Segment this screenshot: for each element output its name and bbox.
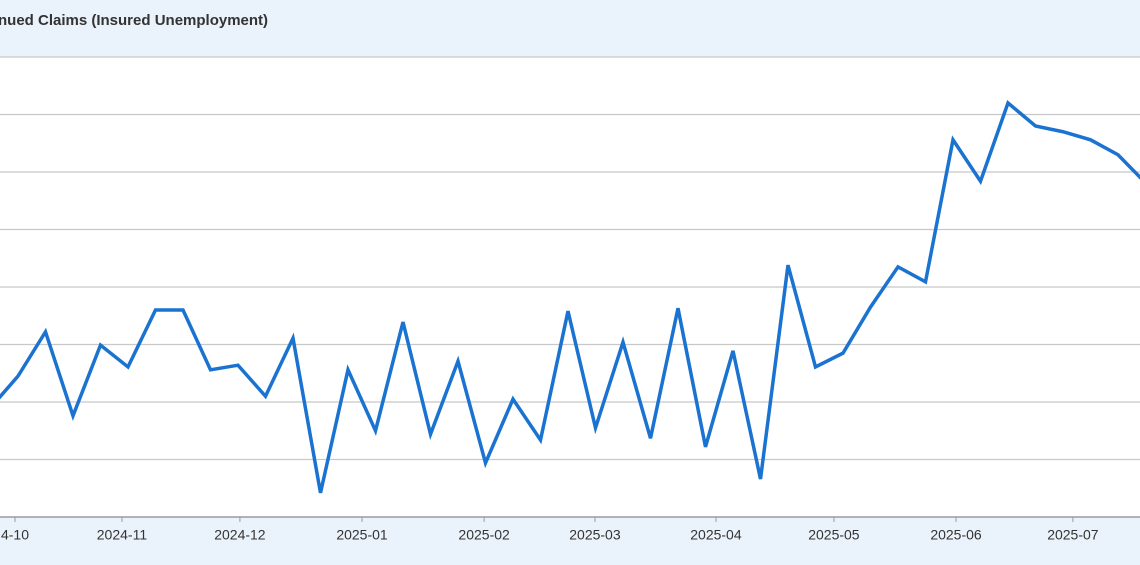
x-tick-label: 2024-12 bbox=[214, 527, 266, 543]
plot-layer bbox=[0, 100, 1140, 494]
x-tick-label: 2025-07 bbox=[1047, 527, 1099, 543]
data-line bbox=[0, 100, 1140, 494]
x-tick-label: 2025-03 bbox=[569, 527, 621, 543]
x-tick-label: 2025-05 bbox=[808, 527, 860, 543]
x-tick-label: 2025-02 bbox=[458, 527, 510, 543]
x-tick-label: 2025-04 bbox=[690, 527, 742, 543]
x-tick-label: 2025-06 bbox=[930, 527, 982, 543]
chart-title: nued Claims (Insured Unemployment) bbox=[0, 12, 268, 29]
x-tick-label: 2024-11 bbox=[97, 527, 148, 543]
x-tick-label: 2025-01 bbox=[336, 527, 388, 543]
header-band bbox=[0, 0, 1140, 57]
footer-band bbox=[0, 517, 1140, 565]
x-tick-label: 4-10 bbox=[1, 527, 29, 543]
